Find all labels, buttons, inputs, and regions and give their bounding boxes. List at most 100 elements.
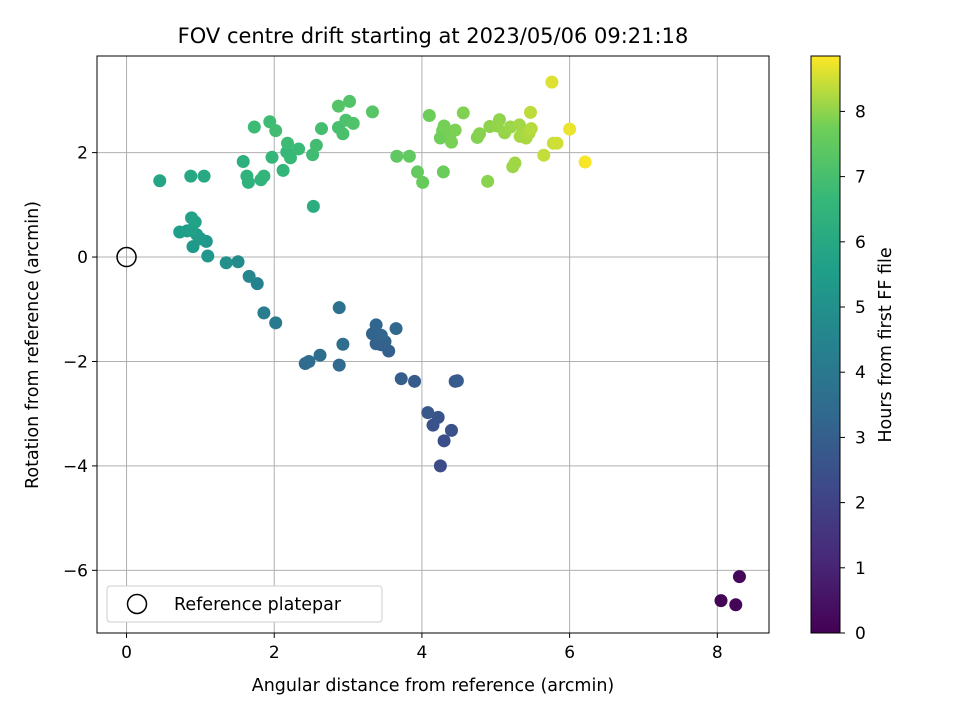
y-axis-ticks: −6 −4 −2 0 2	[63, 144, 97, 581]
data-point	[336, 127, 350, 141]
data-point	[302, 354, 316, 368]
data-point	[369, 318, 383, 332]
y-axis-label: Rotation from reference (arcmin)	[23, 201, 43, 489]
colorbar-tick-label: 3	[855, 428, 866, 448]
data-point	[444, 135, 458, 149]
x-tick-label: 8	[712, 643, 723, 663]
data-point	[331, 99, 345, 113]
data-point	[197, 169, 211, 183]
data-point	[269, 124, 283, 138]
data-point	[365, 105, 379, 119]
data-point	[201, 249, 215, 263]
data-point	[309, 138, 323, 152]
data-point	[173, 225, 187, 239]
data-point	[314, 122, 328, 136]
data-point	[231, 255, 245, 269]
colorbar-frame	[810, 55, 841, 634]
colorbar-tick-label: 8	[855, 102, 866, 122]
x-tick-label: 0	[121, 643, 132, 663]
data-point	[332, 301, 346, 315]
data-point	[416, 175, 430, 189]
data-point	[422, 109, 436, 123]
data-point	[524, 122, 538, 136]
data-point	[346, 116, 360, 130]
data-point	[292, 142, 306, 156]
colorbar-tick-label: 4	[855, 363, 866, 383]
data-point	[240, 169, 254, 183]
x-tick-label: 2	[269, 643, 280, 663]
data-point	[563, 122, 577, 136]
data-point	[512, 118, 526, 132]
data-point	[402, 149, 416, 163]
data-point	[394, 372, 408, 386]
y-tick-label: −2	[63, 352, 88, 372]
colorbar-tick-label: 1	[855, 559, 866, 579]
x-tick-label: 6	[564, 643, 575, 663]
data-point	[550, 136, 564, 150]
data-point	[269, 316, 283, 330]
data-point	[343, 94, 357, 108]
data-point	[242, 269, 256, 283]
data-point	[732, 570, 746, 584]
data-point	[408, 374, 422, 388]
data-point	[236, 154, 250, 168]
reference-marker	[116, 246, 137, 268]
data-point	[389, 322, 403, 336]
data-point	[433, 459, 447, 473]
x-axis-label: Angular distance from reference (arcmin)	[252, 676, 615, 696]
data-point	[456, 106, 470, 120]
legend-box	[106, 585, 383, 623]
colorbar-tick-label: 5	[855, 298, 866, 318]
colorbar-tick-label: 0	[855, 624, 866, 644]
chart-title: FOV centre drift starting at 2023/05/06 …	[178, 24, 689, 48]
plot-background	[97, 56, 769, 633]
data-point	[247, 120, 261, 134]
y-tick-label: −4	[63, 457, 88, 477]
data-point	[578, 155, 592, 169]
data-point	[306, 199, 320, 213]
legend: Reference platepar	[106, 585, 383, 623]
data-point	[473, 127, 487, 141]
y-tick-label: 2	[77, 144, 88, 164]
data-point	[257, 306, 271, 320]
y-tick-label: −6	[63, 561, 88, 581]
data-point	[283, 151, 297, 165]
legend-reference-icon	[126, 593, 148, 615]
data-point	[332, 358, 346, 372]
legend-entry-reference: Reference platepar	[174, 595, 342, 615]
colorbar-tick-label: 2	[855, 494, 866, 514]
data-point	[508, 156, 522, 170]
data-point	[537, 148, 551, 162]
data-point	[481, 174, 495, 188]
x-tick-label: 4	[417, 643, 428, 663]
plot-area: 0 2 4 6 8 −6 −4 −2 0 2	[63, 55, 770, 663]
data-point	[421, 406, 435, 420]
data-point	[188, 215, 202, 229]
data-point	[450, 374, 464, 388]
colorbar-ticks: 0 1 2 3 4 5 6 7 8	[840, 102, 866, 644]
data-point	[265, 150, 279, 164]
data-point	[437, 434, 451, 448]
colorbar-tick-label: 7	[855, 168, 866, 188]
data-point	[436, 165, 450, 179]
data-point	[523, 105, 537, 119]
colorbar-gradient	[811, 56, 840, 633]
data-point	[153, 174, 167, 188]
data-point	[545, 75, 559, 89]
data-point	[390, 149, 404, 163]
plot-frame	[96, 55, 770, 634]
data-point	[374, 328, 388, 342]
data-point	[313, 348, 327, 362]
data-point	[257, 169, 271, 183]
colorbar: 0 1 2 3 4 5 6 7 8 Hours from first FF file	[810, 55, 896, 644]
data-point	[729, 598, 743, 612]
data-point	[184, 169, 198, 183]
data-points	[153, 75, 746, 612]
data-point	[444, 423, 458, 437]
data-point	[714, 594, 728, 608]
data-point	[276, 163, 290, 177]
data-point	[219, 256, 233, 270]
data-point	[410, 165, 424, 179]
data-point	[281, 136, 295, 150]
